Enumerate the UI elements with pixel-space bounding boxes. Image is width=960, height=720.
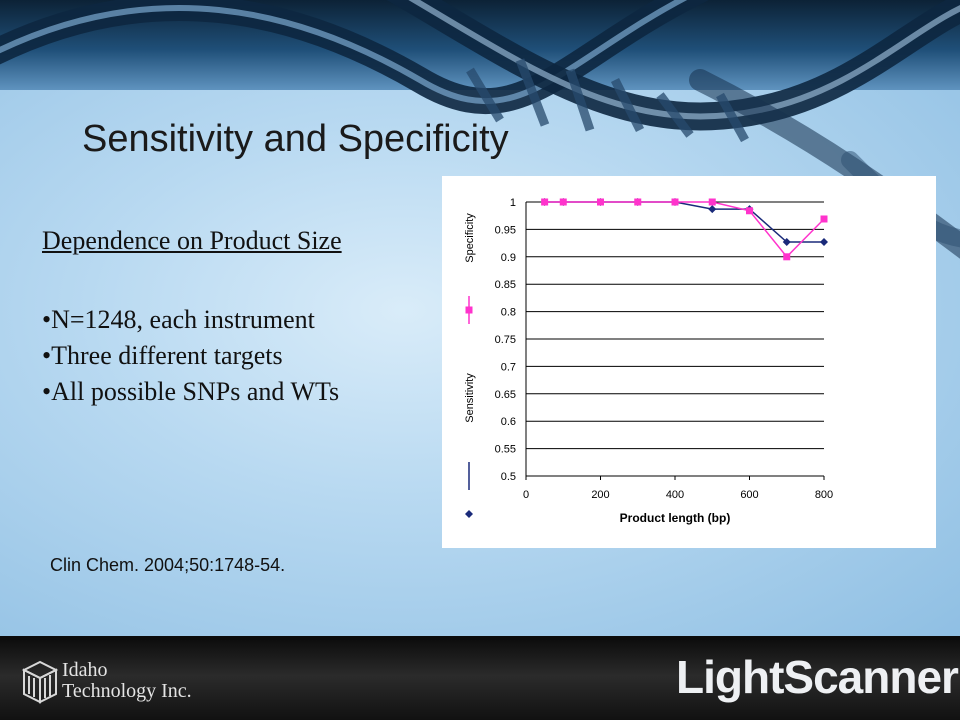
bullet-item: N=1248, each instrument	[42, 302, 339, 338]
bullet-item: All possible SNPs and WTs	[42, 374, 339, 410]
y-tick-label: 0.6	[501, 416, 516, 428]
brand-name: LightScanner	[676, 651, 959, 703]
data-point-specificity	[541, 198, 549, 206]
y-tick-label: 0.95	[495, 224, 516, 236]
x-tick-label: 800	[815, 489, 833, 501]
company-name-line2: Technology Inc.	[62, 680, 192, 702]
data-point-sensitivity	[708, 205, 717, 214]
x-tick-label: 600	[740, 489, 758, 501]
footer-bar	[0, 640, 960, 720]
y-tick-label: 0.55	[495, 444, 516, 456]
citation: Clin Chem. 2004;50:1748-54.	[50, 555, 286, 575]
series-line-sensitivity	[544, 201, 824, 243]
data-point-sensitivity	[820, 238, 828, 247]
footer-divider	[0, 636, 960, 640]
y-tick-label: 1	[510, 197, 516, 209]
y-tick-label: 0.7	[501, 361, 516, 373]
legend-marker-sensitivity	[465, 510, 473, 518]
y-tick-label: 0.5	[501, 471, 516, 483]
data-point-specificity	[597, 198, 604, 206]
data-point-specificity	[820, 215, 828, 223]
slide-title: Sensitivity and Specificity	[82, 118, 509, 160]
y-tick-label: 0.65	[495, 389, 516, 401]
y-tick-label: 0.75	[495, 334, 516, 346]
sensitivity-specificity-chart: 0.5 0.55 0.6 0.65 0.7 0.75 0.8 0.85 0.9 0.95 1 0 200…	[442, 176, 936, 548]
header-band	[0, 0, 960, 90]
data-point-specificity	[634, 198, 642, 206]
data-point-specificity	[559, 198, 567, 206]
legend-label-sensitivity: Sensitivity	[464, 373, 476, 423]
brand-logo: LightScanner®	[676, 650, 960, 704]
company-name-line1: Idaho	[62, 659, 108, 681]
chart-svg: 0.5 0.55 0.6 0.65 0.7 0.75 0.8 0.85 0.9 0.95 1 0 200…	[464, 197, 833, 525]
bullet-list: N=1248, each instrument Three different …	[42, 302, 339, 410]
x-tick-label: 0	[523, 489, 529, 501]
data-point-sensitivity	[782, 238, 791, 247]
data-point-specificity	[746, 207, 753, 215]
data-point-specificity	[783, 253, 791, 261]
legend-marker-specificity	[465, 306, 473, 314]
y-tick-label: 0.9	[501, 252, 516, 264]
y-tick-label: 0.85	[495, 279, 516, 291]
x-tick-label: 400	[666, 489, 684, 501]
data-point-specificity	[708, 198, 716, 206]
x-axis-title: Product length (bp)	[620, 511, 731, 525]
data-point-specificity	[671, 198, 679, 206]
cube-icon	[21, 660, 59, 704]
section-subtitle: Dependence on Product Size	[42, 226, 342, 255]
legend-label-specificity: Specificity	[464, 213, 476, 263]
idaho-technology-logo	[21, 660, 59, 704]
company-name: Idaho Technology Inc.	[62, 660, 192, 702]
y-tick-label: 0.8	[501, 307, 516, 319]
x-tick-label: 200	[591, 489, 609, 501]
bullet-item: Three different targets	[42, 338, 339, 374]
